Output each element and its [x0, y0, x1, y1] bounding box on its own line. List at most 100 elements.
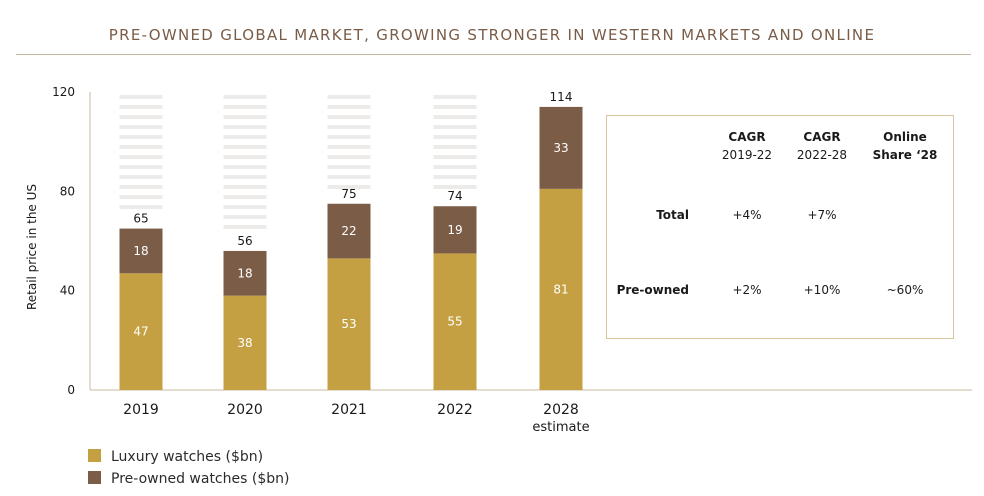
bar-stripe [223, 135, 267, 139]
bar-stripe [327, 155, 371, 159]
data-label-total: 56 [237, 234, 252, 248]
cell-total-2019-22: +4% [732, 208, 762, 222]
data-label-preowned: 19 [447, 223, 462, 237]
bar-stripe [433, 175, 477, 179]
bar-stripe [433, 115, 477, 119]
y-axis-label: Retail price in the US [25, 183, 39, 311]
x-tick-label: 2021 [331, 402, 367, 418]
bar-stripe [119, 185, 163, 189]
bar-stripe [327, 105, 371, 109]
bar-stripe [223, 95, 267, 99]
header-online-share: Online Share ‘28 [872, 130, 938, 162]
x-tick-label: 2022 [437, 402, 473, 418]
data-label-luxury: 53 [341, 317, 356, 331]
bar-segment-preowned [327, 203, 371, 259]
data-label-total: 75 [341, 187, 356, 201]
bar-stripe [223, 225, 267, 229]
data-label-preowned: 18 [237, 266, 252, 280]
bar-segment-preowned [433, 206, 477, 254]
bar-segment-preowned [119, 228, 163, 274]
bar-stripe [223, 215, 267, 219]
x-tick-label: 2019 [123, 402, 159, 418]
bar-stripe [223, 145, 267, 149]
data-label-preowned: 18 [133, 244, 148, 258]
bar-stripe [223, 125, 267, 129]
title-divider [16, 54, 971, 55]
bar-stripe [327, 185, 371, 189]
header-cagr-2022-28: CAGR 2022-28 [796, 130, 848, 162]
bar-stripe [119, 135, 163, 139]
legend-label-preowned: Pre-owned watches ($bn) [111, 471, 290, 487]
x-tick-label: 2028 estimate [532, 402, 589, 435]
y-tick-label: 80 [60, 184, 75, 198]
legend-item-luxury: Luxury watches ($bn) [88, 449, 263, 465]
bar-stripe [327, 135, 371, 139]
bar-stripe [119, 115, 163, 119]
bar-stripe [223, 115, 267, 119]
bar-stripe [223, 105, 267, 109]
bar-segment-luxury [119, 273, 163, 390]
legend-swatch-preowned [88, 471, 101, 484]
bar-stripe [433, 105, 477, 109]
legend-item-preowned: Pre-owned watches ($bn) [88, 471, 289, 487]
bar-segment-luxury [223, 295, 267, 390]
bar-stripe [433, 165, 477, 169]
bar-stripe [433, 125, 477, 129]
row-label-total: Total [656, 208, 689, 222]
bar-stripe [327, 145, 371, 149]
bar-segment-preowned [223, 250, 267, 296]
bar-segment-preowned [539, 106, 583, 189]
bar-stripe [223, 205, 267, 209]
bar-stripe [327, 125, 371, 129]
bar-stripe [119, 175, 163, 179]
y-tick-label: 40 [60, 284, 75, 298]
legend-swatch-luxury [88, 449, 101, 462]
bar-stripe [119, 205, 163, 209]
bar-stripe [433, 135, 477, 139]
bar-stripe [119, 155, 163, 159]
bar-stripe [327, 175, 371, 179]
data-label-total: 114 [550, 90, 573, 104]
data-label-luxury: 38 [237, 336, 252, 350]
bar-stripe [223, 185, 267, 189]
bar-stripe [119, 105, 163, 109]
data-label-preowned: 33 [553, 141, 568, 155]
row-label-preowned: Pre-owned [616, 283, 689, 297]
bar-stripe [327, 165, 371, 169]
data-label-luxury: 55 [447, 315, 462, 329]
bar-stripe [223, 155, 267, 159]
bar-stripe [327, 95, 371, 99]
data-label-luxury: 81 [553, 282, 568, 296]
bar-stripe [119, 165, 163, 169]
bar-stripe [433, 95, 477, 99]
bar-stripe [119, 95, 163, 99]
cagr-table: CAGR 2019-22 CAGR 2022-28 Online Share ‘28 … [606, 115, 954, 339]
cell-preowned-online: ~60% [886, 283, 924, 297]
bar-stripe [119, 125, 163, 129]
x-tick-label: 2020 [227, 402, 263, 418]
data-label-total: 74 [447, 189, 462, 203]
header-cagr-2019-22: CAGR 2019-22 [721, 130, 773, 162]
data-label-luxury: 47 [133, 325, 148, 339]
data-label-preowned: 22 [341, 224, 356, 238]
bar-stripe [119, 195, 163, 199]
bar-stripe [433, 155, 477, 159]
cell-total-2022-28: +7% [807, 208, 837, 222]
chart-title: PRE-OWNED GLOBAL MARKET, GROWING STRONGE… [108, 26, 876, 44]
data-label-total: 65 [133, 212, 148, 226]
bar-stripe [327, 115, 371, 119]
bar-segment-luxury [539, 188, 583, 390]
bar-stripe [119, 145, 163, 149]
y-tick-label: 0 [67, 383, 75, 397]
cell-preowned-2022-28: +10% [803, 283, 841, 297]
bar-stripe [433, 185, 477, 189]
bar-stripe [433, 145, 477, 149]
legend-label-luxury: Luxury watches ($bn) [111, 449, 264, 465]
bar-stripe [223, 175, 267, 179]
y-tick-label: 120 [52, 85, 75, 99]
bar-segment-luxury [327, 258, 371, 390]
bar-stripe [223, 195, 267, 199]
bar-segment-luxury [433, 253, 477, 390]
cell-preowned-2019-22: +2% [732, 283, 762, 297]
